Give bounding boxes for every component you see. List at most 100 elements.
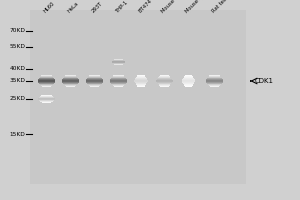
Text: 293T: 293T [91, 1, 104, 14]
Bar [112, 84, 125, 85]
Bar [134, 81, 148, 82]
Bar [134, 80, 148, 81]
Bar [113, 75, 124, 76]
Bar [38, 80, 56, 81]
Bar [159, 85, 170, 86]
Bar [41, 86, 52, 87]
Bar [209, 85, 220, 86]
Bar [158, 78, 171, 79]
Bar [183, 78, 194, 79]
Bar [206, 79, 223, 80]
Bar [184, 84, 193, 85]
Text: 40KD: 40KD [10, 66, 26, 72]
Bar [61, 80, 80, 81]
Bar [86, 79, 103, 80]
Bar [110, 79, 127, 80]
Bar [160, 75, 169, 76]
Bar [88, 84, 101, 85]
Bar [184, 85, 193, 86]
Bar [157, 82, 172, 83]
Bar [160, 86, 169, 87]
Bar [41, 76, 52, 77]
Bar [135, 79, 147, 80]
Bar [206, 82, 223, 83]
Bar [38, 82, 55, 83]
Bar [207, 83, 222, 84]
Bar [183, 83, 194, 84]
Bar [182, 80, 195, 81]
Bar [206, 80, 224, 81]
Bar [89, 75, 100, 76]
Bar [135, 78, 147, 79]
Bar [158, 83, 171, 84]
Bar [137, 76, 145, 77]
Text: 55KD: 55KD [10, 45, 26, 49]
Bar [39, 78, 54, 79]
Text: Mouse spleen: Mouse spleen [185, 0, 214, 14]
Bar [85, 80, 103, 81]
Bar [41, 75, 52, 76]
Bar [61, 81, 80, 82]
Bar [89, 86, 100, 87]
Bar [136, 77, 146, 78]
Bar [185, 86, 192, 87]
Text: BT474: BT474 [137, 0, 153, 14]
Bar [111, 78, 126, 79]
Bar [182, 79, 195, 80]
Bar [159, 76, 170, 77]
Bar [113, 86, 124, 87]
Bar [87, 83, 102, 84]
Bar [40, 77, 53, 78]
Text: 35KD: 35KD [10, 78, 26, 84]
Bar [112, 77, 125, 78]
Bar [65, 76, 76, 77]
Bar [208, 84, 221, 85]
Bar [157, 79, 172, 80]
Bar [86, 82, 103, 83]
Bar [209, 76, 220, 77]
Bar [184, 75, 192, 76]
Text: 70KD: 70KD [10, 28, 26, 33]
Bar [62, 82, 79, 83]
Bar [39, 83, 54, 84]
Text: CDK1: CDK1 [255, 78, 274, 84]
Bar [38, 79, 55, 80]
Bar [156, 80, 172, 81]
Bar [113, 85, 124, 86]
Text: HeLa: HeLa [67, 1, 80, 14]
Bar [64, 84, 77, 85]
Bar [38, 81, 56, 82]
Bar [64, 77, 77, 78]
Bar [182, 82, 194, 83]
Bar [85, 81, 103, 82]
Bar [159, 84, 170, 85]
Bar [40, 84, 53, 85]
Bar [63, 78, 78, 79]
Bar [65, 75, 76, 76]
Bar [110, 82, 127, 83]
Bar [65, 86, 76, 87]
Bar [137, 75, 145, 76]
Bar [137, 86, 145, 87]
Bar [88, 77, 101, 78]
Bar [89, 76, 100, 77]
Bar [184, 77, 193, 78]
Bar [30, 10, 246, 184]
Bar [87, 78, 102, 79]
Bar [209, 86, 220, 87]
Bar [136, 83, 146, 84]
Bar [65, 85, 76, 86]
Bar [158, 77, 170, 78]
Bar [63, 83, 78, 84]
Bar [208, 77, 221, 78]
Bar [110, 80, 128, 81]
Bar [89, 85, 100, 86]
Bar [135, 82, 147, 83]
Bar [111, 83, 126, 84]
Text: Rat testis: Rat testis [211, 0, 232, 14]
Bar [182, 81, 195, 82]
Bar [110, 81, 128, 82]
Bar [136, 84, 146, 85]
Bar [156, 81, 172, 82]
Text: THP-1: THP-1 [115, 0, 129, 14]
